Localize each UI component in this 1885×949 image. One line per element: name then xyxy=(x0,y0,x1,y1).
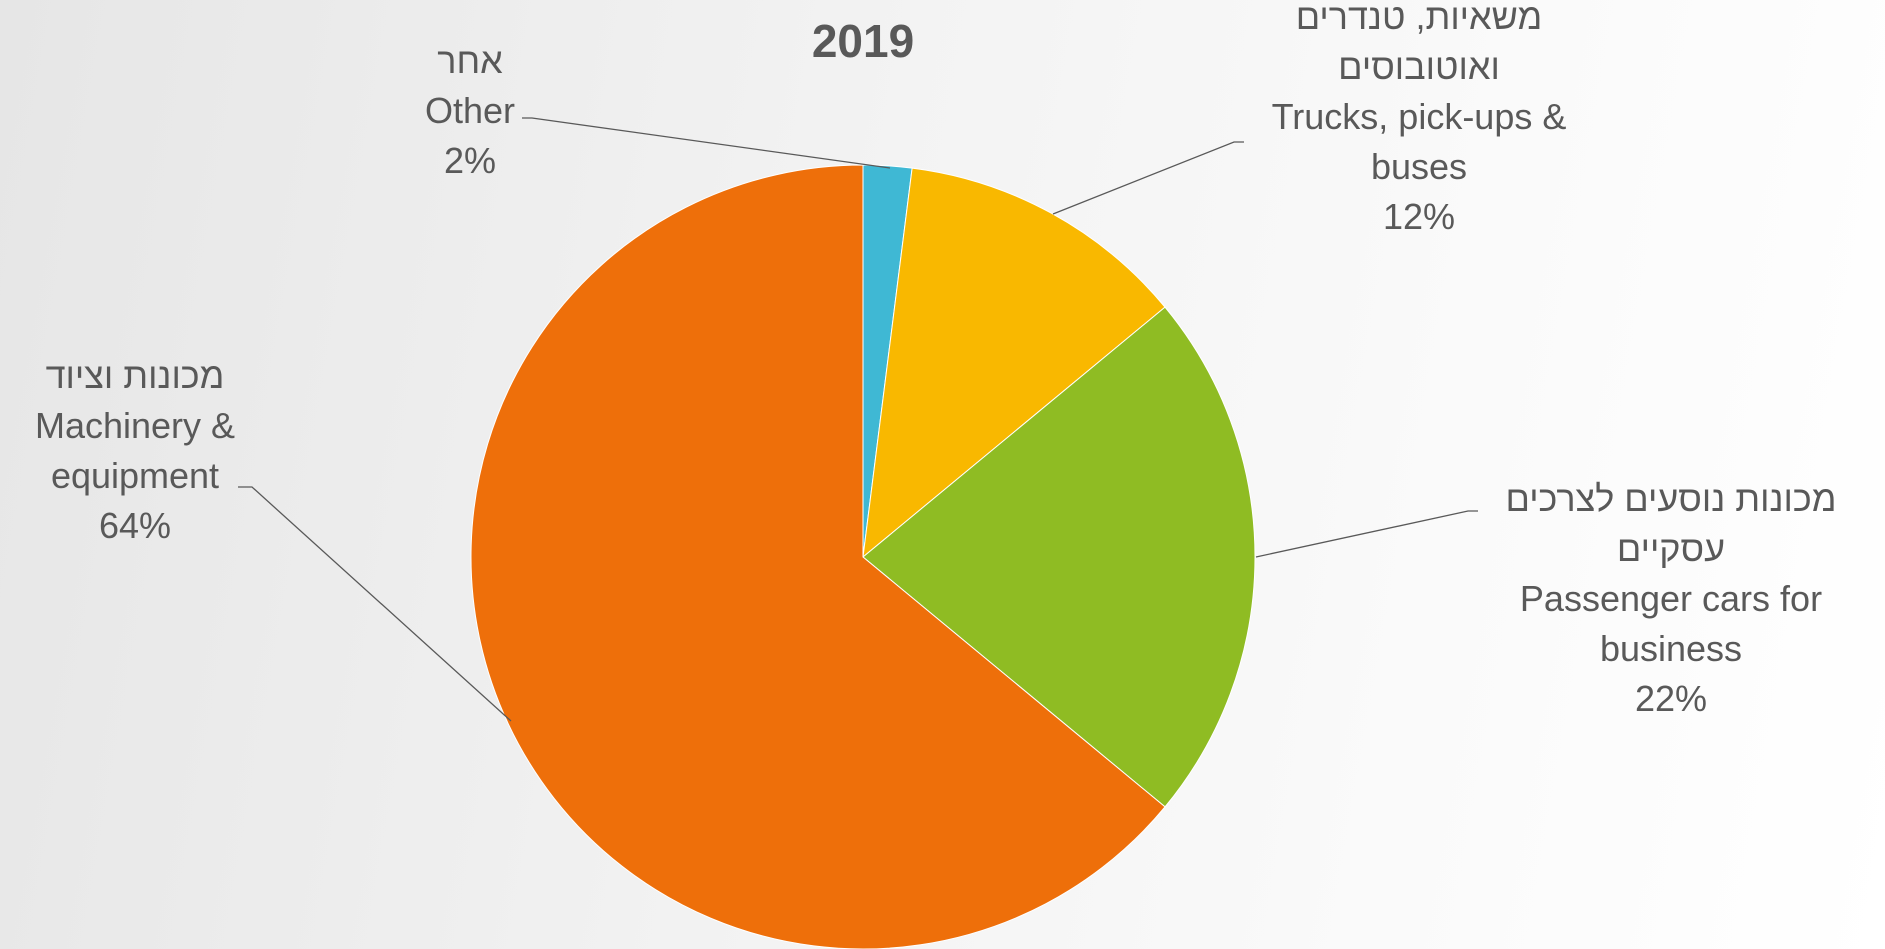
slice-label: אחר Other 2% xyxy=(375,36,565,186)
pie-slice xyxy=(862,167,1166,559)
label-english: Machinery & equipment xyxy=(34,405,236,496)
label-english: Passenger cars for business xyxy=(1519,578,1823,669)
label-percent: 2% xyxy=(443,140,497,181)
label-hebrew: אחר xyxy=(437,40,503,81)
label-english: Other xyxy=(424,90,516,131)
slice-label: מכונות וציוד Machinery & equipment 64% xyxy=(0,351,270,551)
chart-title: 2019 xyxy=(811,15,915,67)
slice-label: מכונות נוסעים לצרכים עסקיים Passenger car… xyxy=(1471,474,1871,724)
label-hebrew: מכונות וציוד xyxy=(45,355,225,396)
leader-line xyxy=(238,486,512,722)
leader-line xyxy=(522,117,891,169)
pie-slice xyxy=(862,306,1256,808)
label-percent: 12% xyxy=(1382,196,1456,237)
label-percent: 22% xyxy=(1634,678,1708,719)
slice-label: משאיות, טנדרים ואוטובוסים Trucks, pick-up… xyxy=(1234,0,1604,242)
label-hebrew: מכונות נוסעים לצרכים עסקיים xyxy=(1505,478,1837,569)
pie-slice xyxy=(470,164,1166,949)
leader-line xyxy=(1255,510,1478,558)
label-hebrew: משאיות, טנדרים ואוטובוסים xyxy=(1295,0,1543,87)
leader-line xyxy=(1052,141,1244,215)
label-english: Trucks, pick-ups & buses xyxy=(1271,96,1567,187)
label-percent: 64% xyxy=(98,505,172,546)
